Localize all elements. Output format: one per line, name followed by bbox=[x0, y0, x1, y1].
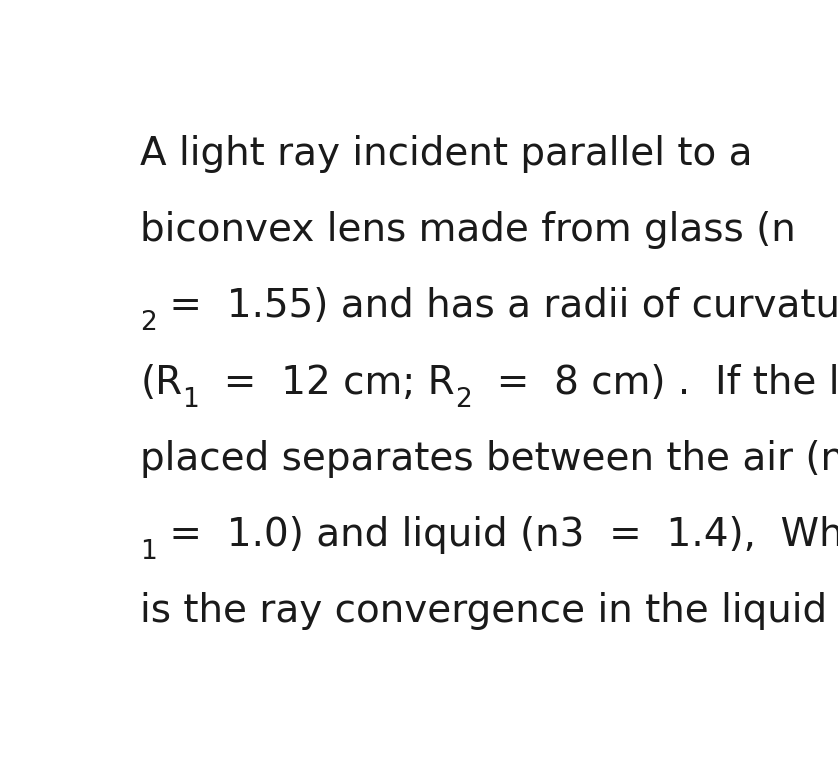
Text: =  8 cm) .  If the lens: = 8 cm) . If the lens bbox=[472, 363, 838, 402]
Text: biconvex lens made from glass (n: biconvex lens made from glass (n bbox=[141, 211, 796, 249]
Text: is the ray convergence in the liquid: is the ray convergence in the liquid bbox=[141, 592, 828, 630]
Text: =  12 cm; R: = 12 cm; R bbox=[199, 363, 455, 402]
Text: 2: 2 bbox=[141, 310, 158, 336]
Text: =  1.0) and liquid (n3  =  1.4),  Where: = 1.0) and liquid (n3 = 1.4), Where bbox=[158, 516, 838, 554]
Text: =  1.55) and has a radii of curvature: = 1.55) and has a radii of curvature bbox=[158, 287, 838, 325]
Text: 2: 2 bbox=[455, 386, 472, 412]
Text: A light ray incident parallel to a: A light ray incident parallel to a bbox=[141, 135, 753, 173]
Text: 1: 1 bbox=[141, 539, 158, 565]
Text: placed separates between the air (n: placed separates between the air (n bbox=[141, 440, 838, 478]
Text: (R: (R bbox=[141, 363, 183, 402]
Text: 1: 1 bbox=[183, 386, 199, 412]
